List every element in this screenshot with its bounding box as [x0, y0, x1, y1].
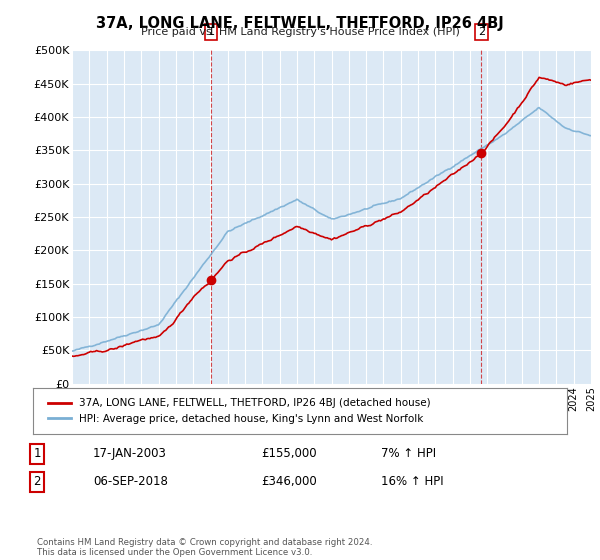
Text: 1: 1	[208, 27, 215, 37]
Text: Price paid vs. HM Land Registry's House Price Index (HPI): Price paid vs. HM Land Registry's House …	[140, 27, 460, 37]
Text: 17-JAN-2003: 17-JAN-2003	[93, 447, 167, 460]
Text: Contains HM Land Registry data © Crown copyright and database right 2024.
This d: Contains HM Land Registry data © Crown c…	[37, 538, 373, 557]
Legend: 37A, LONG LANE, FELTWELL, THETFORD, IP26 4BJ (detached house), HPI: Average pric: 37A, LONG LANE, FELTWELL, THETFORD, IP26…	[44, 394, 435, 428]
Text: £155,000: £155,000	[261, 447, 317, 460]
Text: 2: 2	[478, 27, 485, 37]
Text: £346,000: £346,000	[261, 475, 317, 488]
Text: 16% ↑ HPI: 16% ↑ HPI	[381, 475, 443, 488]
Text: 37A, LONG LANE, FELTWELL, THETFORD, IP26 4BJ: 37A, LONG LANE, FELTWELL, THETFORD, IP26…	[96, 16, 504, 31]
Text: 1: 1	[34, 447, 41, 460]
Text: 2: 2	[34, 475, 41, 488]
Text: 06-SEP-2018: 06-SEP-2018	[93, 475, 168, 488]
Text: 7% ↑ HPI: 7% ↑ HPI	[381, 447, 436, 460]
